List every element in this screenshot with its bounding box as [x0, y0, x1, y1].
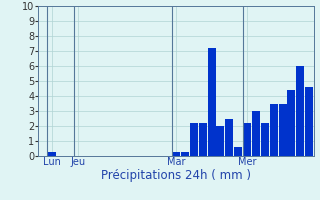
- Bar: [278, 104, 286, 156]
- Bar: [48, 152, 56, 156]
- Bar: [252, 111, 260, 156]
- Bar: [216, 126, 224, 156]
- Bar: [172, 152, 180, 156]
- Bar: [207, 48, 215, 156]
- Bar: [261, 123, 269, 156]
- Bar: [199, 123, 207, 156]
- Bar: [305, 87, 313, 156]
- Bar: [270, 104, 278, 156]
- Bar: [225, 118, 233, 156]
- Bar: [181, 152, 189, 156]
- X-axis label: Précipitations 24h ( mm ): Précipitations 24h ( mm ): [101, 169, 251, 182]
- Bar: [243, 123, 251, 156]
- Bar: [190, 123, 198, 156]
- Bar: [296, 66, 304, 156]
- Bar: [287, 90, 295, 156]
- Bar: [234, 147, 242, 156]
